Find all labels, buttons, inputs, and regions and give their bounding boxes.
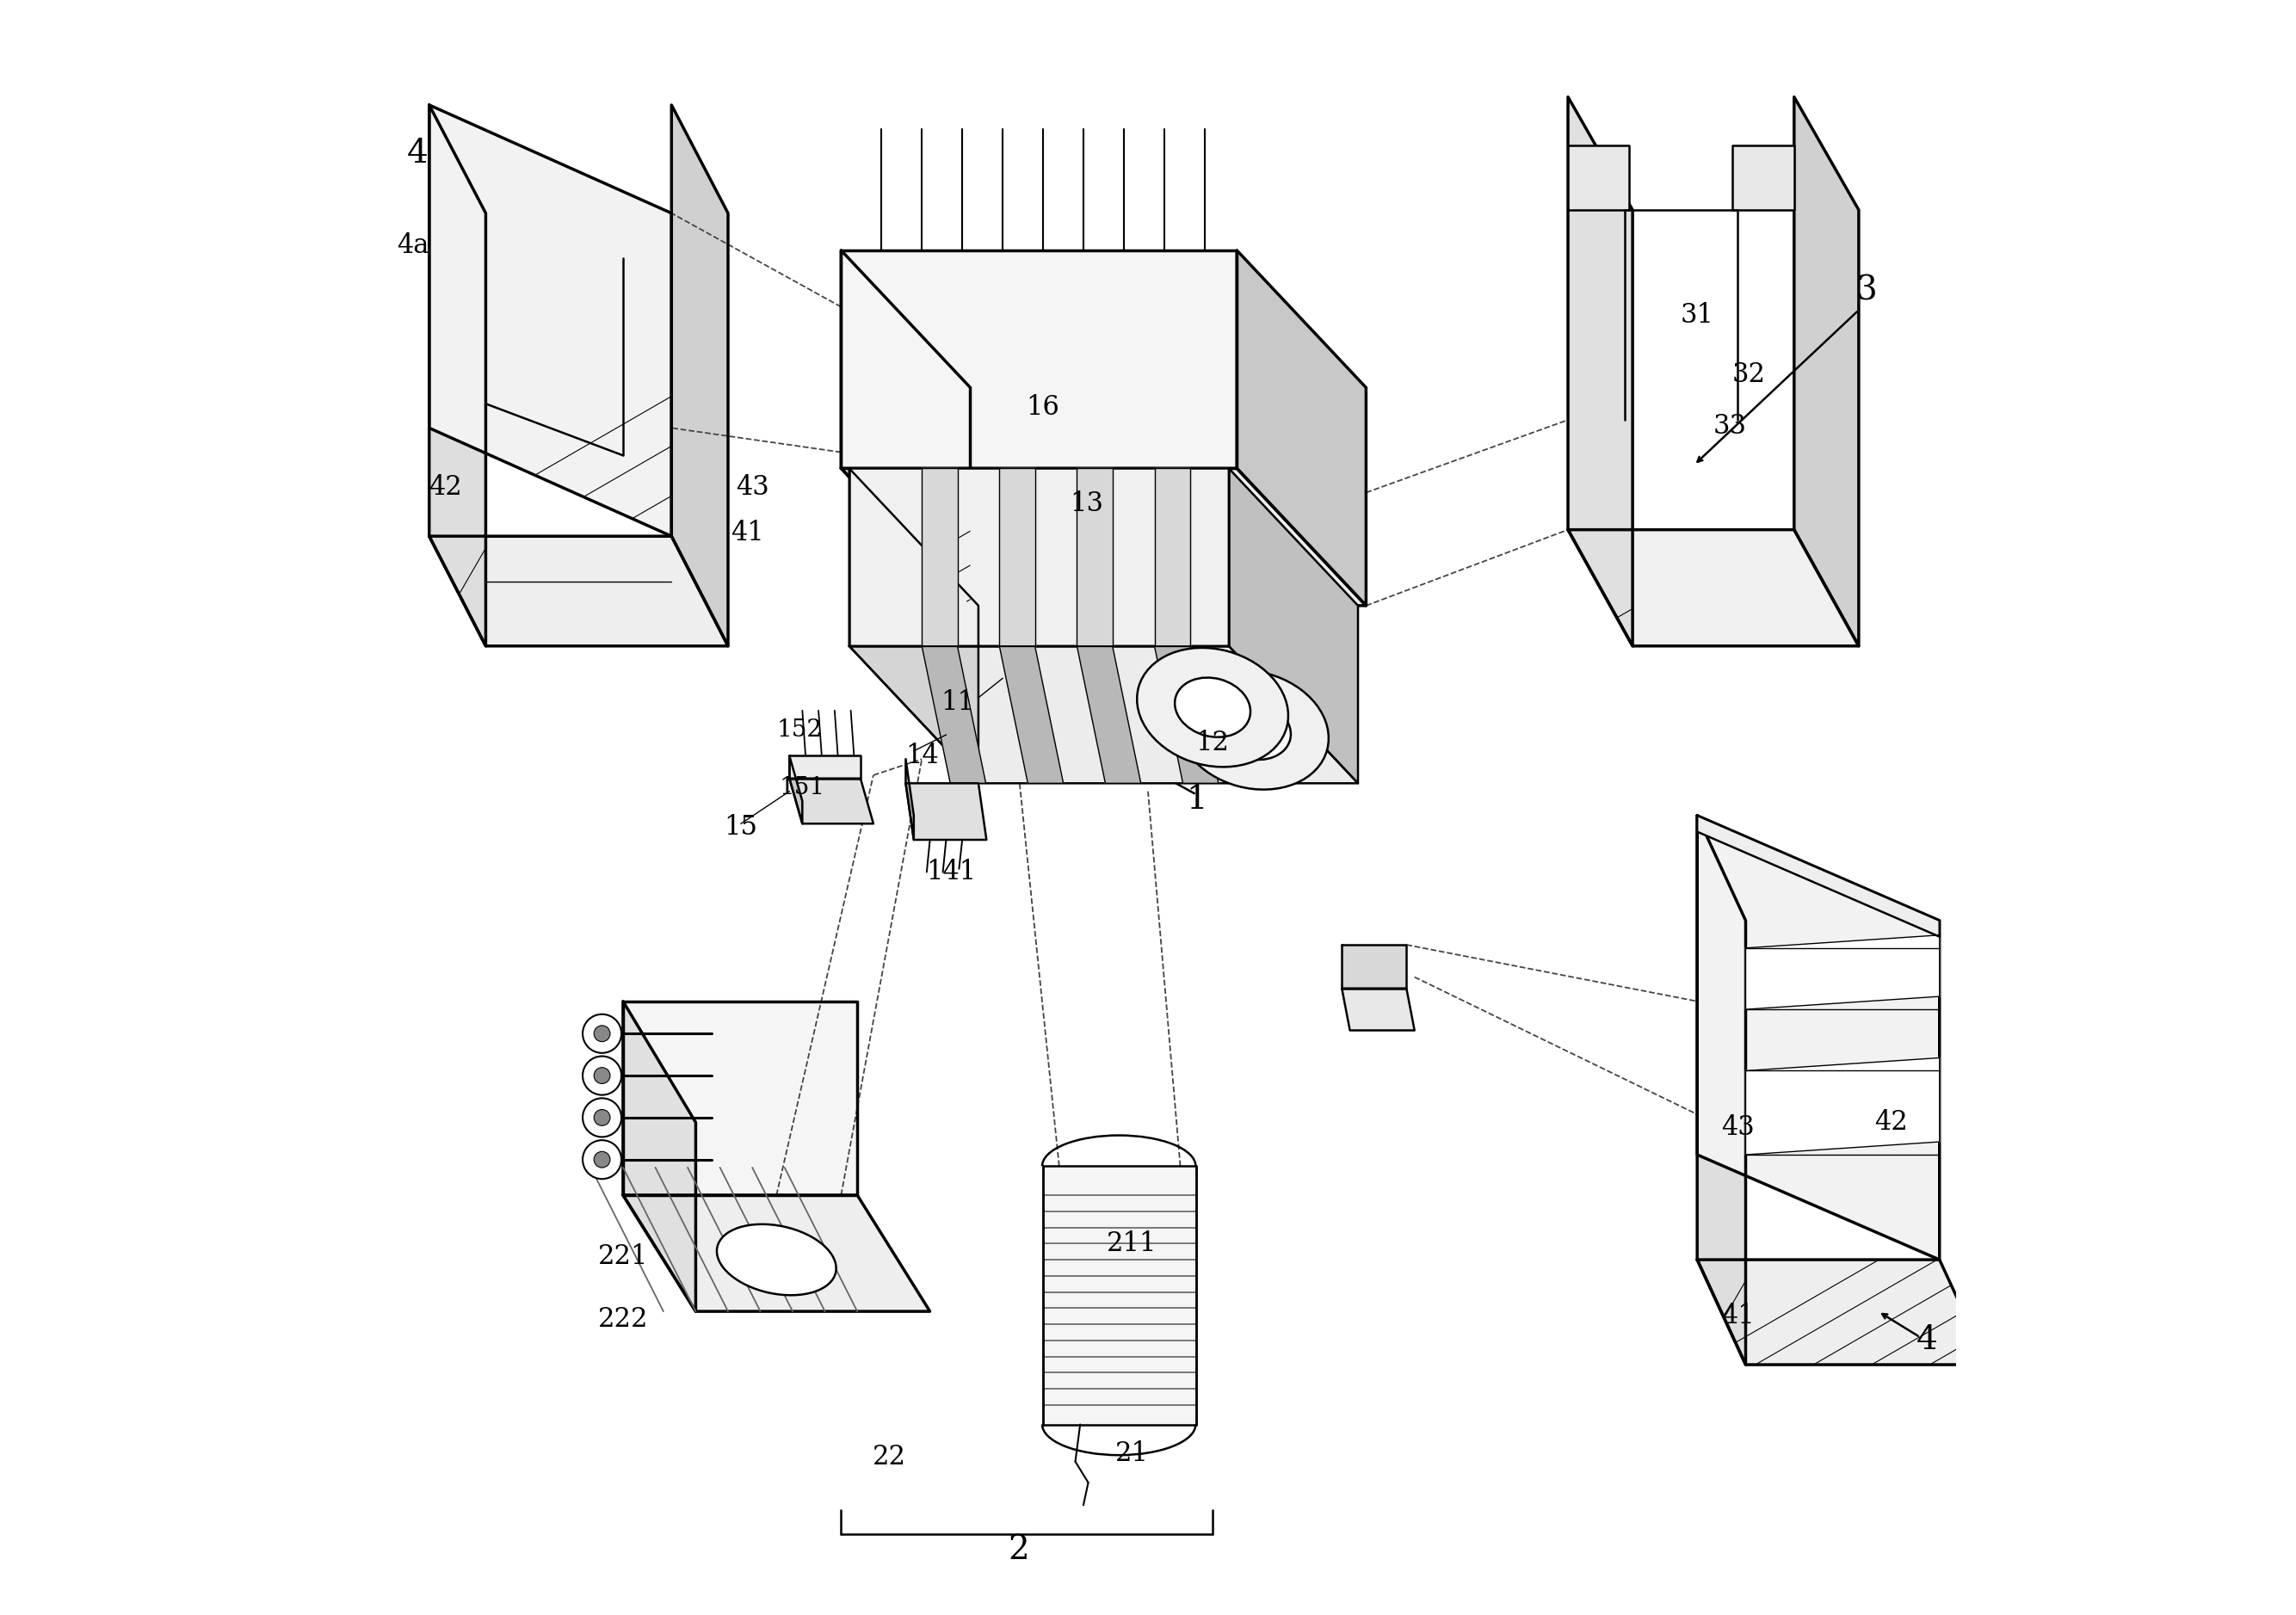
Polygon shape — [622, 1001, 696, 1311]
Polygon shape — [1568, 530, 1860, 646]
Circle shape — [583, 1140, 622, 1179]
Polygon shape — [1341, 945, 1407, 988]
Polygon shape — [1042, 1166, 1196, 1424]
Text: 33: 33 — [1713, 413, 1747, 439]
Polygon shape — [1697, 1260, 1988, 1365]
Text: 151: 151 — [778, 777, 824, 799]
Polygon shape — [1697, 816, 1940, 1260]
Polygon shape — [1697, 816, 1940, 937]
Polygon shape — [840, 250, 971, 606]
Polygon shape — [622, 1001, 856, 1195]
Text: 211: 211 — [1107, 1231, 1157, 1256]
Polygon shape — [1568, 97, 1632, 646]
Polygon shape — [670, 105, 728, 646]
Ellipse shape — [1178, 670, 1329, 790]
Circle shape — [583, 1098, 622, 1137]
Text: 41: 41 — [730, 520, 765, 546]
Polygon shape — [999, 646, 1063, 783]
Polygon shape — [850, 646, 1357, 783]
Text: 221: 221 — [597, 1244, 647, 1269]
Text: 43: 43 — [1722, 1114, 1754, 1140]
Polygon shape — [429, 105, 670, 536]
Ellipse shape — [1137, 648, 1288, 767]
Circle shape — [595, 1068, 611, 1084]
Text: 11: 11 — [941, 690, 974, 715]
Polygon shape — [1697, 816, 1745, 1365]
Text: 1: 1 — [1185, 783, 1208, 816]
Polygon shape — [923, 468, 957, 646]
Polygon shape — [850, 468, 1228, 646]
Polygon shape — [622, 1195, 930, 1311]
Text: 4a: 4a — [397, 233, 429, 258]
Polygon shape — [840, 250, 1238, 468]
Text: 152: 152 — [776, 719, 822, 741]
Text: 15: 15 — [723, 814, 758, 840]
Polygon shape — [1568, 145, 1630, 210]
Text: 14: 14 — [905, 743, 939, 769]
Polygon shape — [1341, 988, 1414, 1030]
Text: 41: 41 — [1722, 1303, 1754, 1329]
Polygon shape — [1793, 97, 1860, 646]
Text: 4: 4 — [1915, 1324, 1938, 1357]
Polygon shape — [1155, 646, 1219, 783]
Text: 16: 16 — [1026, 394, 1061, 420]
Ellipse shape — [1176, 678, 1251, 736]
Polygon shape — [790, 778, 872, 824]
Text: 43: 43 — [735, 475, 769, 501]
Circle shape — [583, 1014, 622, 1053]
Circle shape — [595, 1110, 611, 1126]
Text: 222: 222 — [597, 1307, 647, 1332]
Polygon shape — [1228, 468, 1357, 783]
Text: 13: 13 — [1070, 491, 1104, 517]
Polygon shape — [1745, 1058, 1940, 1155]
Text: 42: 42 — [429, 475, 461, 501]
Polygon shape — [429, 536, 728, 646]
Circle shape — [595, 1151, 611, 1168]
Polygon shape — [905, 783, 987, 840]
Polygon shape — [1238, 250, 1366, 606]
Polygon shape — [1155, 468, 1189, 646]
Text: 31: 31 — [1681, 302, 1715, 328]
Circle shape — [595, 1026, 611, 1042]
Polygon shape — [790, 756, 861, 778]
Polygon shape — [790, 756, 801, 824]
Circle shape — [583, 1056, 622, 1095]
Text: 12: 12 — [1196, 730, 1228, 756]
Text: 22: 22 — [872, 1444, 907, 1470]
Polygon shape — [1077, 468, 1114, 646]
Polygon shape — [1733, 145, 1793, 210]
Text: 32: 32 — [1731, 362, 1766, 388]
Polygon shape — [1745, 935, 1940, 1009]
Ellipse shape — [716, 1224, 836, 1295]
Text: 21: 21 — [1116, 1441, 1148, 1466]
Polygon shape — [923, 646, 985, 783]
Text: 2: 2 — [1008, 1534, 1029, 1567]
Polygon shape — [429, 105, 487, 646]
Polygon shape — [850, 468, 978, 783]
Polygon shape — [1077, 646, 1141, 783]
Text: 42: 42 — [1874, 1110, 1908, 1135]
Ellipse shape — [1215, 701, 1290, 759]
Polygon shape — [999, 468, 1035, 646]
Text: 141: 141 — [925, 859, 976, 885]
Text: 3: 3 — [1855, 275, 1878, 307]
Polygon shape — [905, 759, 914, 840]
Polygon shape — [840, 468, 1366, 606]
Text: 4: 4 — [406, 137, 429, 170]
